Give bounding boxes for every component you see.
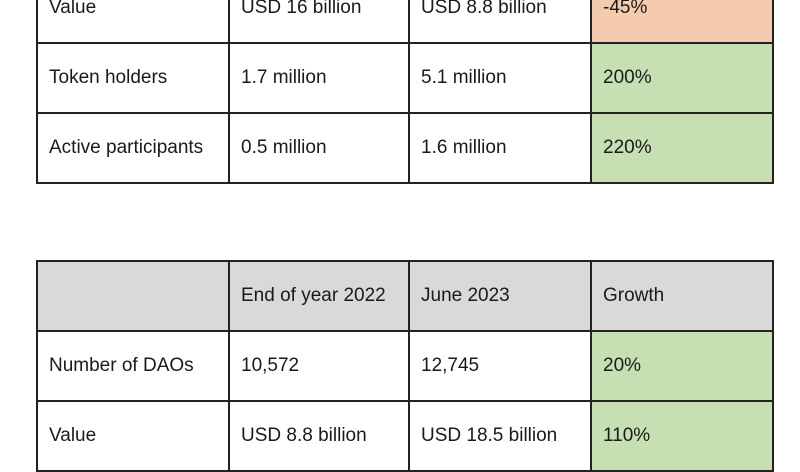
growth-cell: 110% [590,400,774,472]
table-row: Active participants 0.5 million 1.6 mill… [36,112,774,184]
table-row: Token holders 1.7 million 5.1 million 20… [36,42,774,114]
row-label-cell: Number of DAOs [36,330,230,402]
growth-cell: 200% [590,42,774,114]
end-2022-cell: USD 8.8 billion [228,400,410,472]
june-2023-cell: 12,745 [408,330,592,402]
dao-metrics-table-bottom: End of year 2022 June 2023 Growth Number… [36,260,774,472]
june-2023-cell: 5.1 million [408,42,592,114]
table-row: Number of DAOs 10,572 12,745 20% [36,330,774,402]
table-row: Value USD 8.8 billion USD 18.5 billion 1… [36,400,774,472]
row-label-cell: Active participants [36,112,230,184]
end-2022-cell: USD 16 billion [228,0,410,44]
header-june-2023: June 2023 [408,260,592,332]
end-2022-cell: 0.5 million [228,112,410,184]
growth-cell: 220% [590,112,774,184]
june-2023-cell: USD 18.5 billion [408,400,592,472]
growth-cell: 20% [590,330,774,402]
end-2022-cell: 1.7 million [228,42,410,114]
table-row: Value USD 16 billion USD 8.8 billion -45… [36,0,774,44]
header-end-2022: End of year 2022 [228,260,410,332]
june-2023-cell: 1.6 million [408,112,592,184]
row-label-cell: Value [36,0,230,44]
table-header-row: End of year 2022 June 2023 Growth [36,260,774,332]
growth-cell: -45% [590,0,774,44]
row-label-cell: Token holders [36,42,230,114]
end-2022-cell: 10,572 [228,330,410,402]
dao-metrics-table-top: Value USD 16 billion USD 8.8 billion -45… [36,0,774,184]
row-label-cell: Value [36,400,230,472]
header-growth: Growth [590,260,774,332]
header-label-cell [36,260,230,332]
june-2023-cell: USD 8.8 billion [408,0,592,44]
